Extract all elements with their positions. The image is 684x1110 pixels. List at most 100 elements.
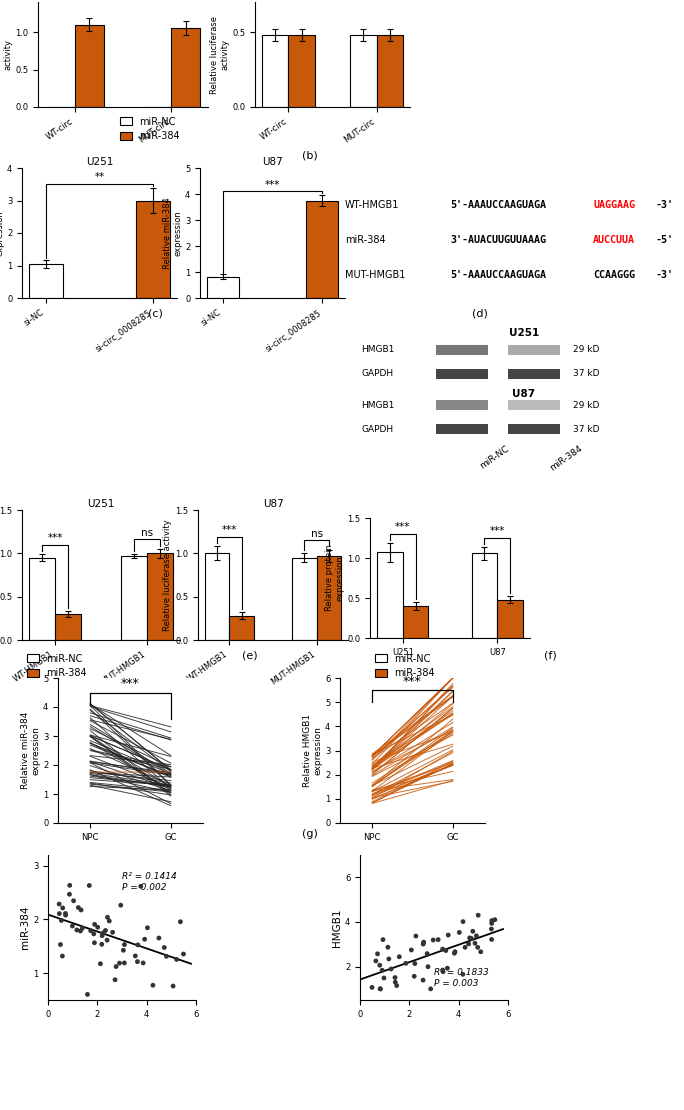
Point xyxy=(394,948,405,966)
Text: -3': -3' xyxy=(655,270,674,280)
Point xyxy=(440,941,451,959)
Bar xyxy=(317,556,341,640)
Text: GAPDH: GAPDH xyxy=(361,425,393,434)
Point xyxy=(64,886,75,904)
Text: miR-384: miR-384 xyxy=(345,235,386,245)
Legend: miR-NC, miR-384: miR-NC, miR-384 xyxy=(120,117,180,141)
Bar xyxy=(75,24,104,107)
Point xyxy=(96,927,107,945)
Point xyxy=(378,931,389,949)
Text: (d): (d) xyxy=(472,307,488,317)
Y-axis label: HMGB1: HMGB1 xyxy=(332,908,342,947)
Title: U87: U87 xyxy=(262,158,283,168)
Bar xyxy=(508,401,560,411)
Point xyxy=(367,979,378,997)
Point xyxy=(464,929,475,947)
Point xyxy=(95,955,106,972)
Point xyxy=(57,947,68,965)
Point xyxy=(449,942,460,960)
Bar xyxy=(229,616,254,640)
Text: WT-HMGB1: WT-HMGB1 xyxy=(345,200,399,210)
Point xyxy=(102,931,113,949)
Bar xyxy=(289,36,315,107)
Text: (f): (f) xyxy=(544,650,556,660)
Point xyxy=(409,968,420,986)
Point xyxy=(406,941,417,959)
Point xyxy=(118,941,129,959)
Point xyxy=(473,907,484,925)
Text: miR-384: miR-384 xyxy=(548,444,584,473)
Point xyxy=(142,919,153,937)
Point xyxy=(466,930,477,948)
Y-axis label: Relative protein
expression: Relative protein expression xyxy=(325,545,344,612)
Point xyxy=(375,980,386,998)
Point xyxy=(375,980,386,998)
Point xyxy=(171,950,182,968)
Bar xyxy=(376,36,403,107)
Text: U251: U251 xyxy=(509,327,539,337)
Text: 29 kD: 29 kD xyxy=(573,401,599,410)
Text: ***: *** xyxy=(222,525,237,535)
Legend: miR-NC, miR-384: miR-NC, miR-384 xyxy=(375,654,435,678)
Point xyxy=(458,966,469,983)
Bar xyxy=(378,553,403,638)
Point xyxy=(423,958,434,976)
Y-axis label: Relative miR-384
expression: Relative miR-384 expression xyxy=(163,198,182,269)
Point xyxy=(68,892,79,910)
Bar xyxy=(207,276,239,297)
Bar xyxy=(136,201,170,297)
Point xyxy=(55,936,66,953)
Text: -3': -3' xyxy=(655,200,674,210)
Text: (g): (g) xyxy=(302,829,318,839)
Point xyxy=(425,980,436,998)
Text: 5'-AAAUCCAAGUAGA: 5'-AAAUCCAAGUAGA xyxy=(451,200,547,210)
Point xyxy=(130,947,141,965)
Point xyxy=(175,912,186,930)
Point xyxy=(383,950,394,968)
Point xyxy=(418,971,429,989)
Point xyxy=(96,936,107,953)
Point xyxy=(153,929,164,947)
Text: (b): (b) xyxy=(302,151,318,161)
Point xyxy=(89,934,100,951)
Text: CCAAGGG: CCAAGGG xyxy=(593,270,635,280)
Point xyxy=(73,899,84,917)
Point xyxy=(490,911,501,929)
Point xyxy=(82,986,93,1003)
Y-axis label: Relative miR-384
expression: Relative miR-384 expression xyxy=(21,712,40,789)
Point xyxy=(77,919,88,937)
Point xyxy=(463,935,474,952)
Point xyxy=(54,905,65,922)
Text: ***: *** xyxy=(47,533,63,543)
Text: 29 kD: 29 kD xyxy=(573,345,599,354)
Point xyxy=(372,945,383,962)
Point xyxy=(443,926,453,944)
Bar xyxy=(403,606,428,638)
Bar xyxy=(171,28,200,107)
Point xyxy=(472,938,483,956)
Bar xyxy=(306,201,339,297)
Point xyxy=(475,942,486,960)
Point xyxy=(386,960,397,978)
Bar xyxy=(292,557,317,640)
Point xyxy=(109,971,120,989)
Bar xyxy=(436,345,488,355)
Bar xyxy=(29,557,55,640)
Point xyxy=(88,925,99,942)
Text: 37 kD: 37 kD xyxy=(573,370,599,379)
Point xyxy=(418,934,429,951)
Point xyxy=(410,955,421,972)
Y-axis label: Relative luciferase
activity: Relative luciferase activity xyxy=(0,16,12,93)
Point xyxy=(133,936,144,953)
Text: (c): (c) xyxy=(148,307,162,317)
Point xyxy=(102,908,113,926)
Point xyxy=(53,895,64,912)
Point xyxy=(137,955,148,972)
Point xyxy=(486,911,497,929)
Text: R² = 0.1414
P = 0.002: R² = 0.1414 P = 0.002 xyxy=(122,872,176,891)
Point xyxy=(89,916,100,934)
Text: MUT-HMGB1: MUT-HMGB1 xyxy=(345,270,406,280)
Bar xyxy=(121,556,147,640)
Text: GAPDH: GAPDH xyxy=(361,370,393,379)
Bar xyxy=(147,553,173,640)
